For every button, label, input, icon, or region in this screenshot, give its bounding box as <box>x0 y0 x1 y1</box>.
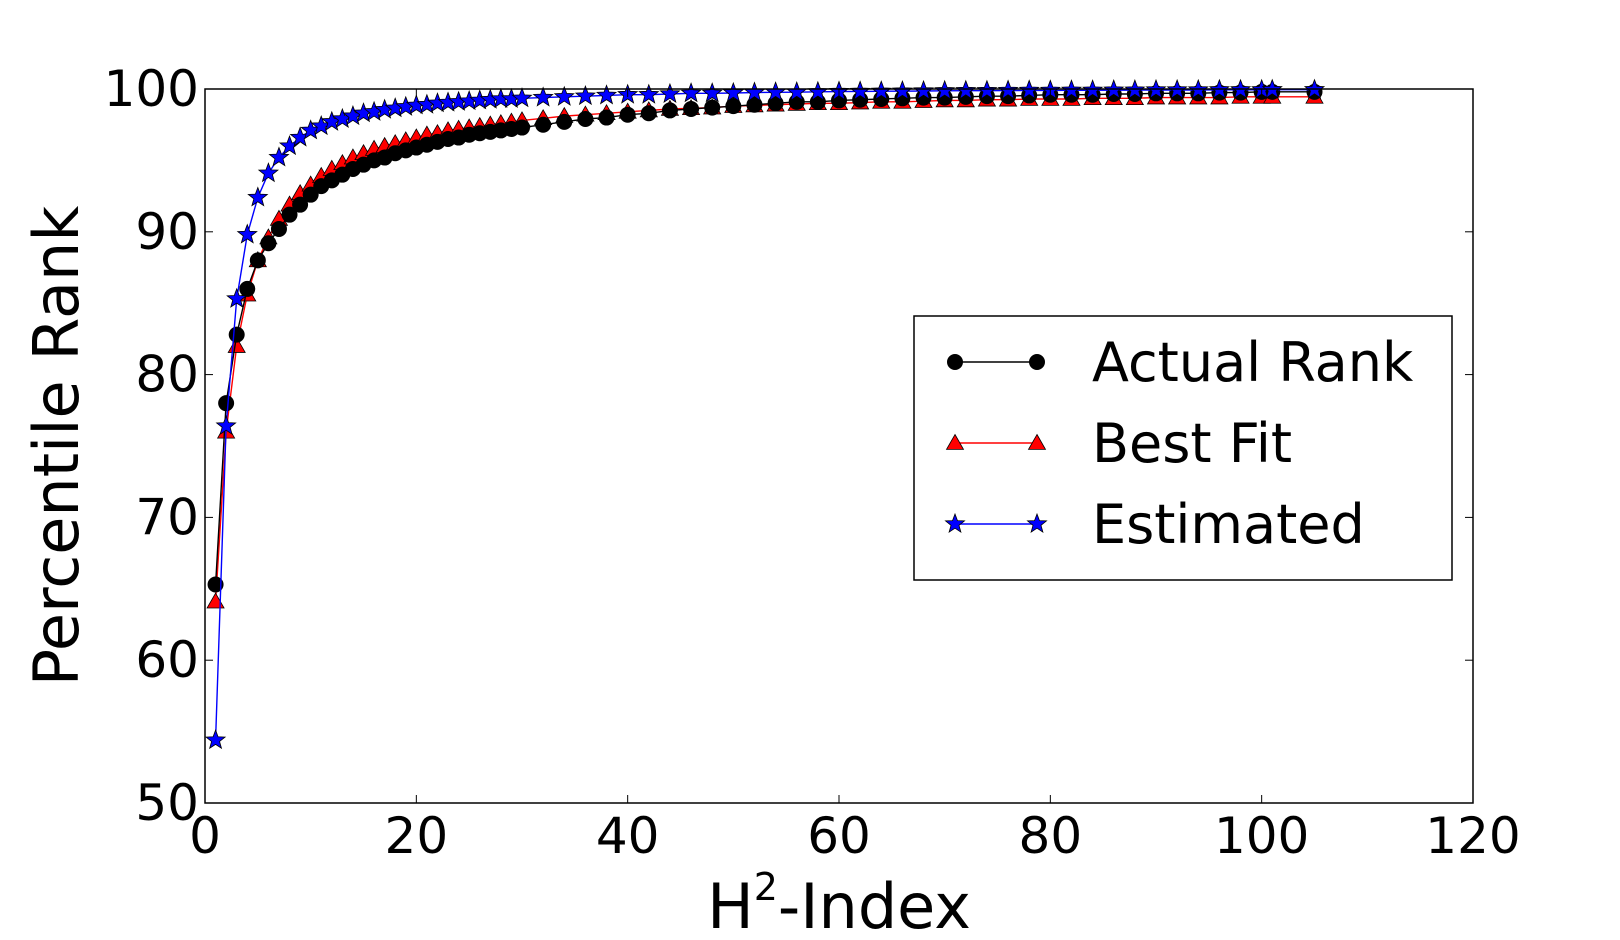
data-point <box>619 106 636 123</box>
y-axis-label: Percentile Rank <box>20 206 93 687</box>
data-point <box>257 162 279 183</box>
data-point <box>934 79 956 100</box>
data-point <box>955 79 977 100</box>
legend-item: Best Fit <box>945 412 1292 475</box>
data-point <box>556 113 573 130</box>
legend-marker <box>944 512 966 534</box>
data-point <box>638 83 660 104</box>
legend-marker <box>947 354 963 370</box>
legend-label: Actual Rank <box>1092 331 1414 394</box>
legend-label: Best Fit <box>1092 412 1292 475</box>
data-point <box>535 116 552 133</box>
x-axis-label: H2-Index <box>707 865 971 940</box>
data-point <box>870 80 892 101</box>
data-point <box>976 79 998 100</box>
x-tick-label: 0 <box>189 807 221 865</box>
x-tick-label: 120 <box>1425 807 1520 865</box>
x-axis-label-superscript: 2 <box>754 865 778 909</box>
y-tick-label: 80 <box>135 346 199 404</box>
data-point <box>249 252 266 269</box>
data-point <box>215 414 237 436</box>
data-point <box>574 84 596 106</box>
x-tick-label: 20 <box>385 807 449 865</box>
y-tick-label: 60 <box>135 631 199 689</box>
data-point <box>704 99 721 116</box>
data-point <box>511 87 533 108</box>
data-point <box>532 86 554 107</box>
data-point <box>725 98 742 115</box>
x-axis-label-prefix: H <box>707 870 754 940</box>
data-point <box>281 206 298 223</box>
data-point <box>661 102 678 119</box>
data-point <box>683 100 700 117</box>
data-point <box>595 84 618 105</box>
data-point <box>701 82 723 103</box>
data-point <box>218 395 235 412</box>
legend: Actual Rank Best Fit Estimated <box>913 315 1453 581</box>
legend-marker <box>1029 354 1045 370</box>
y-tick-label: 70 <box>135 488 199 546</box>
data-point <box>514 119 530 136</box>
data-point <box>849 80 871 101</box>
data-point <box>722 81 744 103</box>
data-point <box>912 79 935 101</box>
y-tick-label: 50 <box>135 774 199 832</box>
data-point <box>598 109 615 126</box>
x-tick-label: 80 <box>1019 807 1083 865</box>
data-point <box>292 196 309 213</box>
y-tick-label: 100 <box>104 60 199 118</box>
data-point <box>680 82 702 103</box>
data-point <box>207 576 224 593</box>
x-tick-label: 100 <box>1214 807 1309 865</box>
data-point <box>228 326 245 343</box>
x-tick-label: 60 <box>807 807 871 865</box>
data-point <box>577 110 594 127</box>
legend-marker <box>945 433 965 450</box>
legend-item: Estimated <box>944 493 1365 556</box>
data-point <box>553 85 575 106</box>
data-point <box>260 235 277 252</box>
data-point <box>247 186 269 207</box>
data-point <box>239 280 256 297</box>
legend-marker <box>1026 512 1048 534</box>
data-point <box>268 146 290 167</box>
data-point <box>270 220 287 237</box>
legend-item: Actual Rank <box>947 331 1414 394</box>
data-point <box>659 82 681 104</box>
legend-box <box>913 315 1453 581</box>
legend-marker <box>1027 433 1047 450</box>
data-point <box>640 105 657 122</box>
x-axis-label-suffix: -Index <box>778 870 971 940</box>
data-point <box>236 223 258 244</box>
data-point <box>206 592 225 609</box>
x-tick-label: 40 <box>596 807 660 865</box>
data-point <box>226 287 248 308</box>
data-point <box>302 186 319 203</box>
axis-ticks: 0 20 40 60 80 100 120 50 60 70 80 90 100 <box>104 60 1521 865</box>
legend-label: Estimated <box>1092 493 1365 556</box>
y-tick-label: 90 <box>135 203 199 261</box>
data-point <box>891 79 913 101</box>
data-point <box>204 729 227 750</box>
